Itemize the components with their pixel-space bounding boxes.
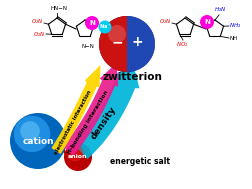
Text: $O_2N$: $O_2N$ [33, 31, 45, 40]
Circle shape [108, 25, 125, 43]
Circle shape [14, 116, 50, 152]
Text: density: density [89, 105, 118, 141]
Circle shape [199, 15, 213, 29]
Text: $NH_2$: $NH_2$ [228, 22, 240, 30]
Circle shape [98, 20, 111, 33]
Circle shape [66, 145, 83, 161]
Text: $NO_2$: $NO_2$ [175, 41, 187, 50]
Text: cation: cation [22, 136, 54, 146]
Text: −: − [111, 35, 122, 49]
Circle shape [99, 16, 154, 72]
Text: N: N [89, 20, 94, 26]
Polygon shape [72, 64, 139, 159]
Polygon shape [127, 16, 154, 72]
Text: NH: NH [229, 36, 237, 42]
Text: $O_2N$: $O_2N$ [158, 18, 171, 26]
Text: Na$^+$: Na$^+$ [98, 22, 111, 31]
Circle shape [64, 143, 92, 171]
Text: N−N: N−N [81, 43, 94, 49]
Text: electrostatic interaction: electrostatic interaction [53, 90, 92, 156]
Text: $O_2N$: $O_2N$ [30, 18, 43, 26]
Text: N: N [203, 19, 209, 25]
Polygon shape [62, 64, 118, 156]
Text: anion: anion [68, 154, 87, 160]
Text: H-bonding interaction: H-bonding interaction [67, 90, 110, 155]
Circle shape [85, 16, 99, 30]
Circle shape [20, 121, 40, 141]
Text: energetic salt: energetic salt [110, 156, 169, 166]
Circle shape [10, 113, 66, 169]
Polygon shape [99, 16, 127, 72]
Text: $H_2N$: $H_2N$ [213, 5, 226, 14]
Text: +: + [131, 35, 142, 49]
Text: HN−N: HN−N [50, 6, 67, 12]
Polygon shape [51, 66, 100, 154]
Text: zwitterion: zwitterion [102, 72, 161, 82]
